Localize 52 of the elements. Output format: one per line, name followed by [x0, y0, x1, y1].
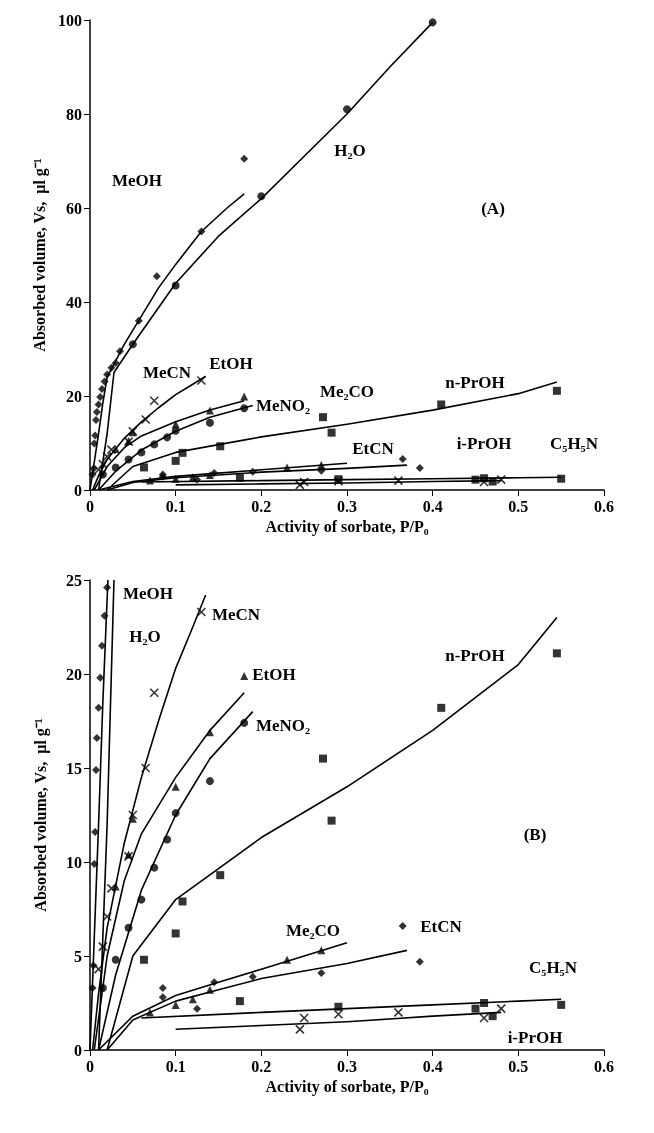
x-tick-label: 0.4: [422, 497, 443, 515]
x-tick-label: 0.3: [337, 497, 357, 515]
x-axis-title: Activity of sorbate, P/P₀: [265, 518, 429, 537]
x-tick-label: 0: [86, 497, 94, 515]
y-tick-label: 20: [66, 387, 82, 405]
x-tick-label: 0.2: [251, 497, 272, 515]
annotation: MeCN: [211, 604, 261, 624]
annotation: H₂O: [129, 626, 161, 646]
annotation: n-PrOH: [445, 645, 505, 665]
x-tick-label: 0: [86, 1057, 94, 1075]
annotation: C₅H₅N: [529, 957, 578, 977]
x-tick-label: 0.5: [508, 497, 529, 515]
y-tick-label: 100: [58, 11, 82, 29]
annotation: MeCN: [142, 362, 192, 382]
x-tick-label: 0.3: [337, 1057, 357, 1075]
y-tick-label: 0: [74, 1041, 82, 1059]
annotation: EtOH: [209, 353, 253, 373]
annotation: EtCN: [420, 916, 463, 936]
annotation: MeOH: [122, 583, 174, 603]
annotation: n-PrOH: [445, 372, 505, 392]
y-tick-label: 60: [66, 199, 82, 217]
y-tick-label: 10: [66, 853, 82, 871]
annotation: H₂O: [334, 140, 366, 160]
annotation: MeNO₂: [255, 395, 311, 415]
annotation: Me₂CO: [319, 381, 375, 401]
y-tick-label: 20: [66, 665, 82, 683]
y-tick-label: 25: [66, 571, 82, 589]
y-tick-label: 15: [66, 759, 82, 777]
x-axis-title: Activity of sorbate, P/P₀: [265, 1078, 429, 1097]
y-tick-label: 5: [74, 947, 82, 965]
y-tick-label: 80: [66, 105, 82, 123]
x-tick-label: 0.4: [422, 1057, 443, 1075]
x-tick-label: 0.6: [594, 497, 614, 515]
x-tick-label: 0.5: [508, 1057, 529, 1075]
annotation: i-PrOH: [456, 433, 512, 453]
y-tick-label: 40: [66, 293, 82, 311]
x-tick-label: 0.1: [165, 1057, 186, 1075]
annotation: (B): [523, 824, 547, 844]
annotation: MeOH: [111, 170, 163, 190]
y-axis-title: Absorbed volume, Vs, μl g⁻¹: [30, 158, 49, 352]
annotation: i-PrOH: [507, 1027, 563, 1047]
annotation: C₅H₅N: [550, 433, 599, 453]
annotation: Me₂CO: [285, 920, 341, 940]
y-axis-title: Absorbed volume, Vs, μl g⁻¹: [31, 718, 50, 912]
x-tick-label: 0.6: [594, 1057, 614, 1075]
x-tick-label: 0.2: [251, 1057, 272, 1075]
x-tick-label: 0.1: [165, 497, 186, 515]
annotation: (A): [481, 198, 505, 218]
y-tick-label: 0: [74, 481, 82, 499]
annotation: EtOH: [252, 664, 296, 684]
annotation: EtCN: [352, 438, 395, 458]
annotation: MeNO₂: [255, 715, 311, 735]
